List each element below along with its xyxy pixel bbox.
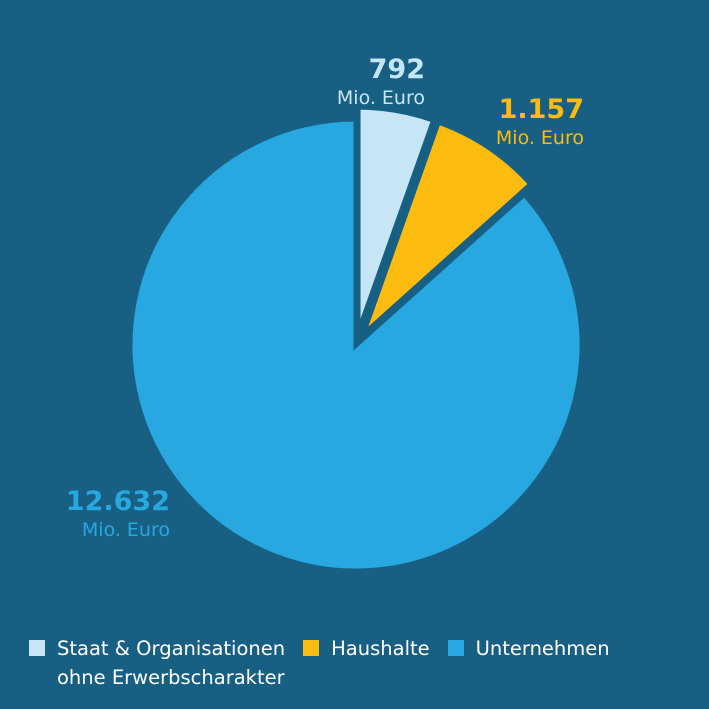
pie-slice-staat: [355, 104, 437, 335]
legend: Staat & Organisationen ohne Erwerbschara…: [29, 634, 699, 692]
data-label-value-unternehmen: 12.632: [66, 486, 170, 517]
legend-label-haushalte: Haushalte: [331, 637, 430, 660]
legend-swatch-unternehmen: [447, 640, 464, 656]
pie-slices: [127, 104, 585, 574]
legend-item-haushalte: Haushalte: [303, 634, 430, 663]
legend-label-unternehmen: Unternehmen: [475, 637, 610, 660]
legend-item-staat: Staat & Organisationen ohne Erwerbschara…: [29, 634, 285, 692]
pie-slice-haushalte: [360, 118, 535, 337]
data-label-unit-unternehmen: Mio. Euro: [82, 519, 170, 541]
legend-item-unternehmen: Unternehmen: [447, 634, 610, 663]
data-label-unit-staat: Mio. Euro: [337, 87, 425, 109]
pie-slice-unternehmen: [127, 116, 585, 574]
data-label-unit-haushalte: Mio. Euro: [496, 127, 584, 149]
data-label-value-staat: 792: [369, 54, 425, 85]
legend-swatch-staat: [29, 640, 45, 656]
data-label-value-haushalte: 1.157: [499, 94, 584, 125]
legend-label-staat: Staat & Organisationen ohne Erwerbschara…: [57, 637, 286, 689]
legend-swatch-haushalte: [303, 640, 320, 656]
